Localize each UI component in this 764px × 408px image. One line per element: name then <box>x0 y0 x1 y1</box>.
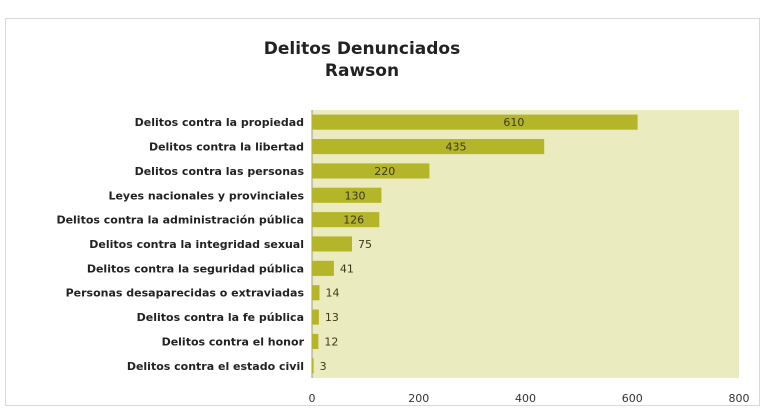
category-label-8: Delitos contra la fe pública <box>137 311 304 324</box>
bar-4 <box>312 212 380 228</box>
data-label-6: 41 <box>340 262 354 275</box>
data-label-4: 126 <box>343 214 364 227</box>
category-label-2: Delitos contra las personas <box>135 165 305 178</box>
chart-subtitle: Rawson <box>325 61 399 81</box>
x-tick-label-4: 800 <box>729 392 750 405</box>
bar-1 <box>312 139 545 155</box>
bar-3 <box>312 187 382 203</box>
category-label-6: Delitos contra la seguridad pública <box>87 262 304 275</box>
data-label-8: 13 <box>325 311 339 324</box>
x-tick-label-2: 400 <box>515 392 536 405</box>
data-label-9: 12 <box>324 336 338 349</box>
bar-5 <box>312 236 352 252</box>
data-label-7: 14 <box>326 287 340 300</box>
bar-9 <box>312 333 319 349</box>
data-label-5: 75 <box>358 238 372 251</box>
bar-0 <box>312 114 638 130</box>
category-label-4: Delitos contra la administración pública <box>56 214 304 227</box>
plot-background <box>312 110 739 378</box>
x-tick-label-3: 600 <box>622 392 643 405</box>
chart-title: Delitos Denunciados <box>264 39 460 59</box>
category-label-7: Personas desaparecidas o extraviadas <box>66 287 305 300</box>
plot-area: Delitos contra la propiedad 610 Delitos co… <box>56 110 750 405</box>
bar-7 <box>312 285 320 301</box>
category-label-3: Leyes nacionales y provinciales <box>108 189 304 202</box>
bar-6 <box>312 260 334 276</box>
category-label-10: Delitos contra el estado civil <box>127 360 304 373</box>
bar-10 <box>312 358 314 374</box>
bar-2 <box>312 163 430 179</box>
x-tick-label-0: 0 <box>309 392 316 405</box>
x-tick-label-1: 200 <box>408 392 429 405</box>
data-label-0: 610 <box>503 116 524 129</box>
category-label-9: Delitos contra el honor <box>162 336 305 349</box>
category-label-1: Delitos contra la libertad <box>149 141 304 154</box>
category-label-5: Delitos contra la integridad sexual <box>89 238 304 251</box>
data-label-1: 435 <box>446 141 467 154</box>
data-label-3: 130 <box>345 189 366 202</box>
data-label-10: 3 <box>320 360 327 373</box>
data-label-2: 220 <box>374 165 395 178</box>
bar-8 <box>312 309 319 325</box>
category-label-0: Delitos contra la propiedad <box>135 116 304 129</box>
